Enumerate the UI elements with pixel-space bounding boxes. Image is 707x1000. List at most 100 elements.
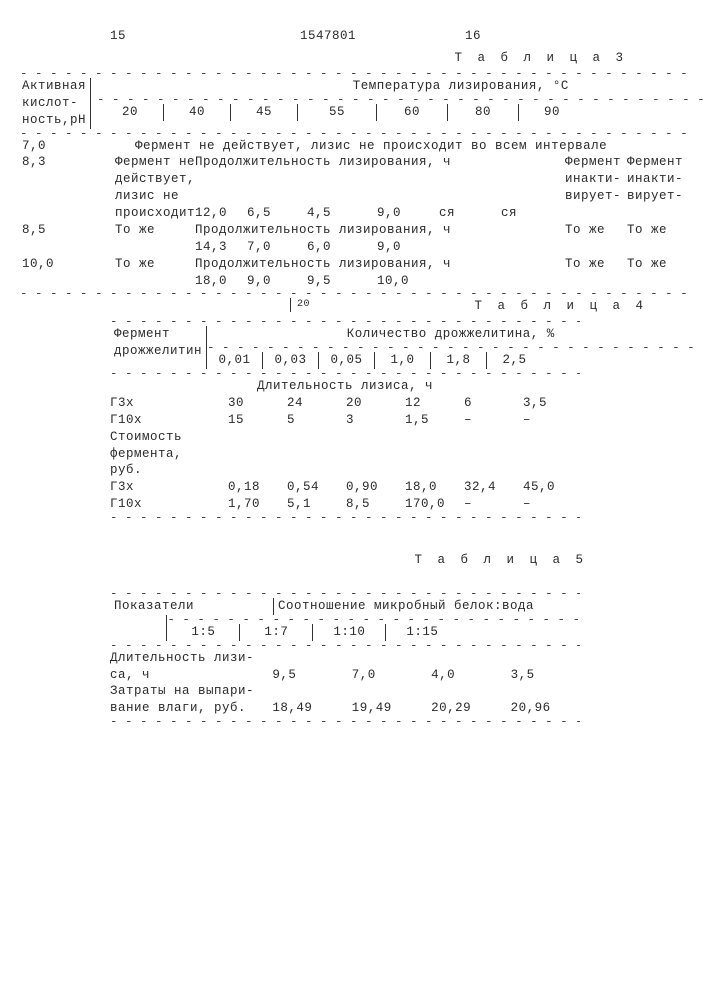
cell: 18,0 <box>401 479 460 496</box>
t5-span-header: Соотношение микробный белок:вода <box>278 598 580 615</box>
rule: - - - - - - - - - - - - - - - - - - - - … <box>110 369 580 378</box>
cost-l1: Стоимость <box>110 429 224 446</box>
cell: 3 <box>342 412 401 429</box>
cell: 19,49 <box>342 700 421 717</box>
cell: 0,18 <box>224 479 283 496</box>
cell: 30 <box>224 395 283 412</box>
cell: То же <box>565 222 627 239</box>
t5-col: 1:7 <box>240 624 313 641</box>
page-number-left: 15 <box>110 28 126 45</box>
t3-10-0-midtitle: Продолжительность лизирования, ч <box>195 256 565 273</box>
t3-col: 20 <box>97 104 164 121</box>
t3-row-7-text: Фермент не действует, лизис не происходи… <box>115 138 687 155</box>
row-label: Затраты на выпари- <box>110 683 268 700</box>
cell: 18,0 <box>195 273 247 290</box>
cell: 20 <box>342 395 401 412</box>
cell: 9,5 <box>307 273 377 290</box>
cell: ся <box>501 205 561 222</box>
cell: То же <box>627 256 687 273</box>
rule: - - - - - - - - - - - - - - - - - - - - … <box>167 615 580 624</box>
cell: То же <box>115 222 195 239</box>
cell: 9,0 <box>377 205 439 222</box>
ph-7-0: 7,0 <box>22 138 107 155</box>
t4-col: 0,01 <box>207 352 263 369</box>
cost-l3: руб. <box>110 462 224 479</box>
cell: 3,5 <box>501 667 580 684</box>
t3-col: 40 <box>164 104 231 121</box>
t5-col: 1:5 <box>167 624 240 641</box>
row-label: Длительность лизи- <box>110 650 268 667</box>
rule: - - - - - - - - - - - - - - - - - - - - … <box>97 95 707 104</box>
cell: 1,70 <box>224 496 283 513</box>
cost-l2: фермента, <box>110 446 224 463</box>
rule: - - - - - - - - - - - - - - - - - - - - … <box>20 69 687 78</box>
t3-col-headers: 20 40 45 55 60 80 90 <box>97 104 707 121</box>
cell: 5 <box>283 412 342 429</box>
cell: 32,4 <box>460 479 519 496</box>
cell: 0,90 <box>342 479 401 496</box>
cell: 0,54 <box>283 479 342 496</box>
table5: - - - - - - - - - - - - - - - - - - - - … <box>110 589 580 726</box>
cell: 20,29 <box>421 700 500 717</box>
cell: – <box>460 412 519 429</box>
rule: - - - - - - - - - - - - - - - - - - - - … <box>110 589 580 598</box>
table3: - - - - - - - - - - - - - - - - - - - - … <box>20 69 687 315</box>
cell: 15 <box>224 412 283 429</box>
t3-body: 7,0 8,3 8,5 10,0 Фермент не действует, л… <box>20 138 687 290</box>
cell: – <box>519 496 578 513</box>
row-label: вание влаги, руб. <box>110 700 262 717</box>
t4-col: 0,03 <box>263 352 319 369</box>
t3-stub-l1: Активная <box>22 78 86 95</box>
cell: То же <box>115 256 195 273</box>
row-label: Г3х <box>110 479 224 496</box>
t3-8-5-midtitle: Продолжительность лизирования, ч <box>195 222 565 239</box>
cell: 4,0 <box>421 667 500 684</box>
cell: 6 <box>460 395 519 412</box>
t3-8-3-c20: Фермент не <box>115 154 195 171</box>
cell: лизис не <box>115 188 195 205</box>
cell: То же <box>565 256 627 273</box>
cell: 7,0 <box>342 667 421 684</box>
cell: 12 <box>401 395 460 412</box>
cell: ся <box>439 205 501 222</box>
t3-col: 60 <box>377 104 448 121</box>
t5-rows: Длительность лизи- са, ч 9,5 7,0 4,0 3,5… <box>110 650 580 718</box>
page-header: 15 1547801 16 <box>20 28 687 46</box>
cell: 14,3 <box>195 239 247 256</box>
table5-caption: Т а б л и ц а 5 <box>20 552 687 569</box>
row-label: Г10х <box>110 412 224 429</box>
cell: 1,5 <box>401 412 460 429</box>
cell: 4,5 <box>307 205 377 222</box>
t3-span-header: Температура лизирования, °С <box>97 78 707 95</box>
ph-8-3: 8,3 <box>22 154 107 171</box>
cell: 170,0 <box>401 496 460 513</box>
t5-stub: Показатели <box>110 598 274 615</box>
table3-caption: Т а б л и ц а 3 <box>20 50 687 67</box>
t4-col: 1,0 <box>375 352 431 369</box>
cell: 8,5 <box>342 496 401 513</box>
t5-col: 1:15 <box>386 624 458 641</box>
cell: 9,5 <box>262 667 341 684</box>
cell: происходит <box>115 205 195 222</box>
cell: 3,5 <box>519 395 578 412</box>
cell: То же <box>627 222 687 239</box>
t3-stub-head: Активная кислот- ность,рН <box>20 78 91 129</box>
cell: 9,0 <box>247 273 307 290</box>
rule: - - - - - - - - - - - - - - - - - - - - … <box>20 129 687 138</box>
t3-stub-num: 20 <box>291 298 310 315</box>
table4: - - - - - - - - - - - - - - - - - - - - … <box>110 317 580 522</box>
cell: вирует- <box>627 188 687 205</box>
t5-col: 1:10 <box>313 624 386 641</box>
cell: 6,0 <box>307 239 377 256</box>
t3-col: 90 <box>519 104 585 121</box>
rule: - - - - - - - - - - - - - - - - - - - - … <box>20 289 687 298</box>
cell: 12,0 <box>195 205 247 222</box>
t4-stub-l2: дрожжелитин <box>114 343 202 360</box>
cell: 6,5 <box>247 205 307 222</box>
cell: 20,96 <box>501 700 580 717</box>
rule: - - - - - - - - - - - - - - - - - - - - … <box>207 343 695 352</box>
t3-col: 45 <box>231 104 298 121</box>
row-label: Г3х <box>110 395 224 412</box>
rule: - - - - - - - - - - - - - - - - - - - - … <box>110 641 580 650</box>
t4-rows: Г3х 30 24 20 12 6 3,5 Г10х 15 5 3 1,5 – … <box>110 395 580 513</box>
